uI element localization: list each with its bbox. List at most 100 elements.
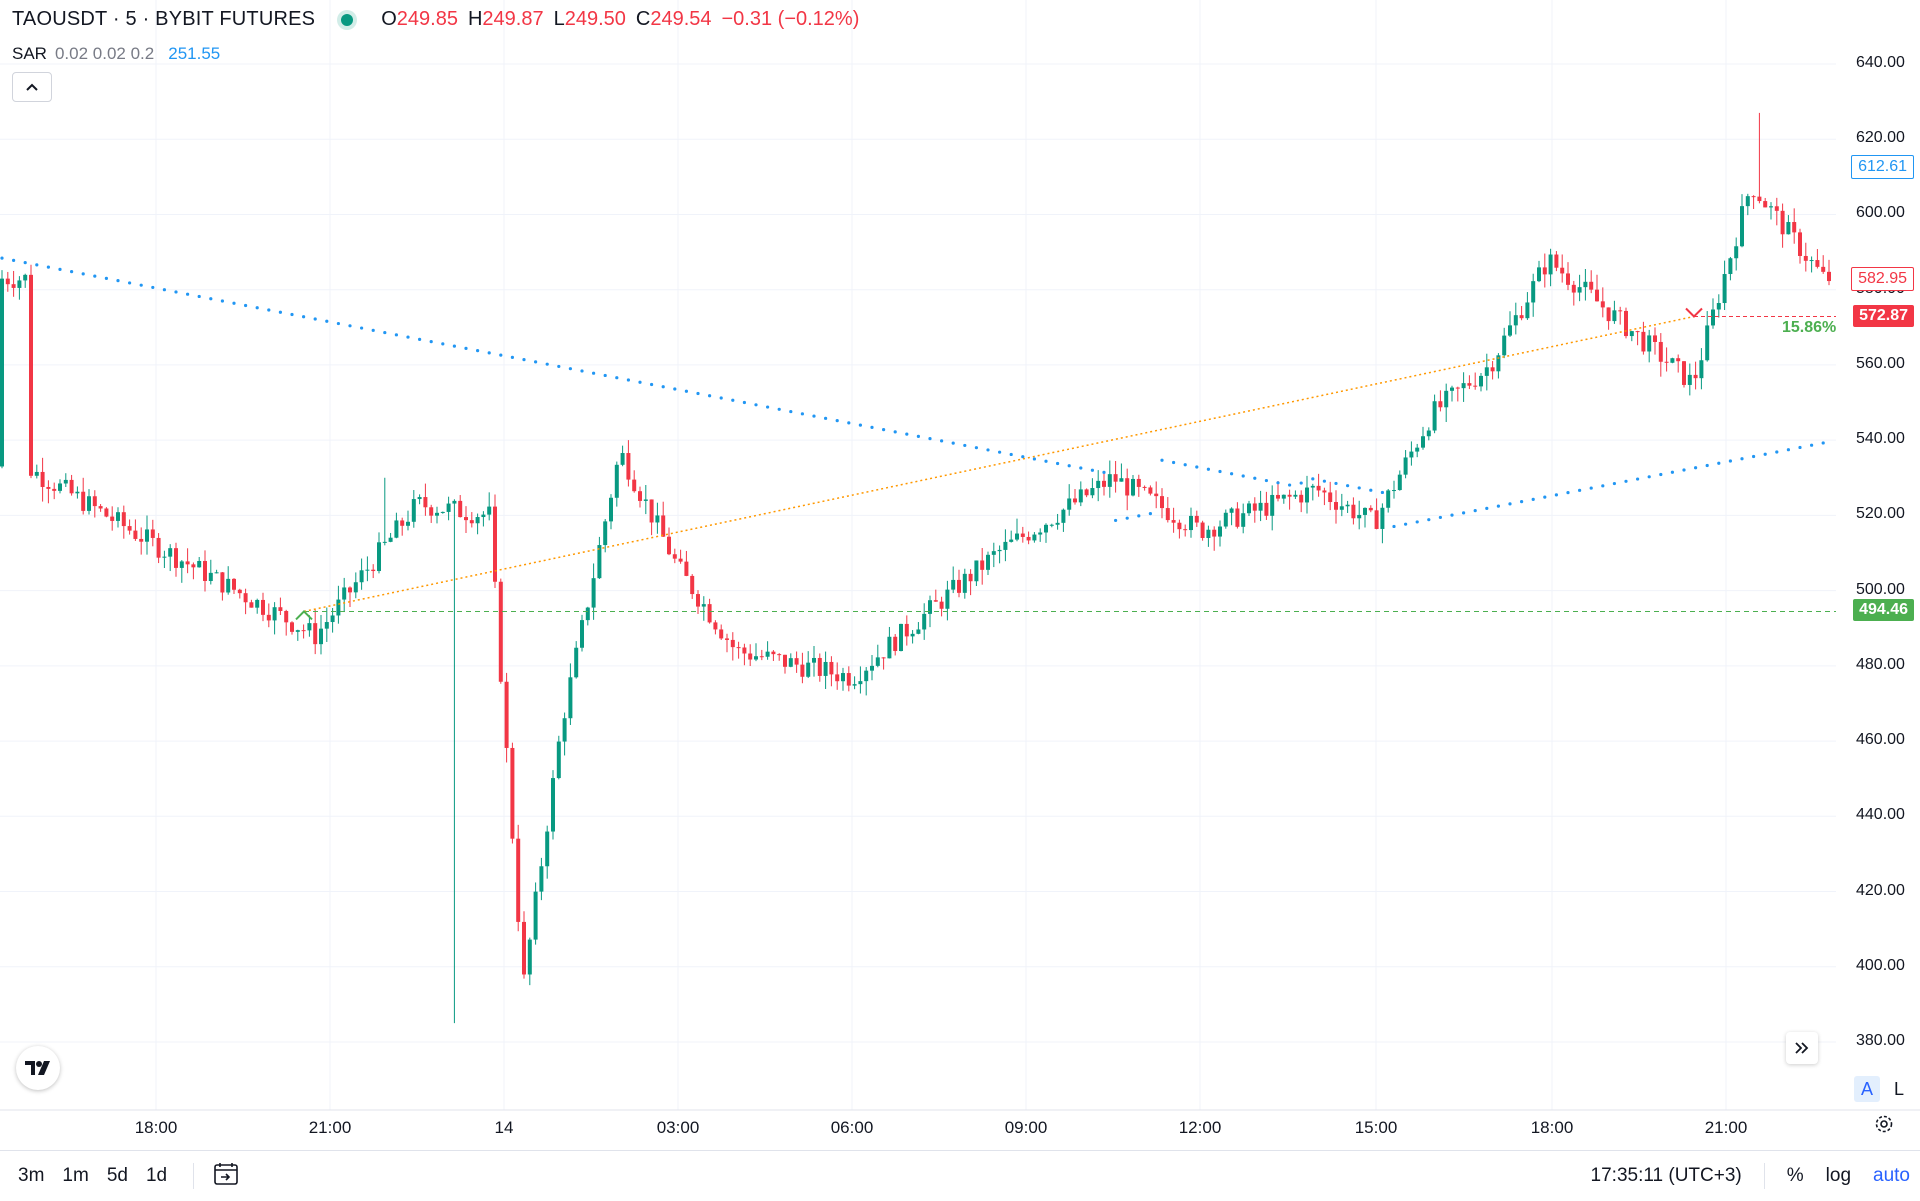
candle-body [1537, 267, 1541, 282]
candle-body [1229, 508, 1234, 513]
candle-body [603, 521, 608, 546]
sar-dot [708, 394, 712, 398]
candle-body [394, 520, 399, 538]
candle-body [1618, 310, 1623, 312]
candle-body [707, 604, 712, 623]
candle-body [336, 599, 341, 616]
candle-body [800, 664, 805, 677]
price-tick-label: 480.00 [1856, 655, 1905, 673]
sar-dot [1253, 476, 1257, 480]
open-label: O [381, 8, 397, 30]
tradingview-logo[interactable] [16, 1046, 60, 1090]
range-3m-button[interactable]: 3m [18, 1165, 45, 1186]
candle-body [1386, 490, 1391, 508]
sar-dot [1763, 452, 1767, 456]
candle-body [307, 623, 312, 631]
sar-dot [847, 421, 851, 425]
sar-dot [557, 364, 561, 369]
sar-dot [1322, 479, 1326, 483]
candle-body [1769, 206, 1773, 208]
price-tick-label: 640.00 [1856, 54, 1905, 71]
auto-scale-toggle[interactable]: auto [1873, 1165, 1910, 1186]
candle-body [1577, 287, 1582, 293]
sar-dot [1218, 469, 1222, 474]
candle-body [1479, 375, 1483, 387]
candle-body [1055, 522, 1060, 525]
candle-body [904, 623, 909, 637]
sar-dot [1183, 463, 1187, 467]
candle-body [1113, 474, 1118, 482]
log-scale-toggle-button[interactable]: L [1893, 1078, 1904, 1099]
range-5d-button[interactable]: 5d [106, 1165, 128, 1186]
candle-body [672, 554, 677, 559]
goto-date-button[interactable] [212, 1161, 240, 1192]
candle-body [52, 488, 57, 491]
candle-body [1102, 480, 1106, 487]
candle-body [1774, 206, 1779, 211]
candle-body [754, 656, 758, 660]
sar-dot [615, 376, 619, 380]
candle-body [481, 514, 486, 518]
range-1d-button[interactable]: 1d [145, 1165, 168, 1186]
sar-dot [23, 261, 27, 265]
auto-scale-button[interactable]: A [1854, 1076, 1880, 1102]
sar-dot [858, 423, 863, 427]
candle-body [1653, 335, 1657, 342]
log-scale-button[interactable]: log [1825, 1165, 1852, 1186]
candle-body [1154, 493, 1159, 497]
candle-body [324, 622, 329, 629]
candle-body [1473, 385, 1478, 387]
clock-timezone[interactable]: 17:35:11 (UTC+3) [1590, 1165, 1742, 1186]
candle-body [1502, 335, 1507, 356]
indicator-name: SAR [12, 44, 47, 63]
candle-body [1612, 310, 1617, 322]
sar-dot [452, 344, 456, 348]
candle-body [261, 599, 265, 615]
candle-body [81, 491, 86, 511]
time-tick-label: 14 [494, 1118, 514, 1137]
range-1m-button[interactable]: 1m [62, 1165, 89, 1186]
candle-body [1293, 494, 1298, 497]
chart-settings-button[interactable] [1874, 1114, 1894, 1140]
sar-dot [174, 290, 178, 294]
sar-dot [1670, 470, 1674, 474]
symbol-title[interactable]: TAOUSDT · 5 · BYBIT FUTURES [12, 8, 316, 30]
candle-body [1218, 526, 1222, 537]
candle-body [58, 483, 62, 491]
scroll-to-realtime-button[interactable] [1786, 1032, 1818, 1064]
time-tick-label: 12:00 [1178, 1118, 1222, 1137]
collapse-legend-button[interactable] [12, 72, 52, 102]
candle-body [1716, 303, 1721, 310]
candle-body [1803, 255, 1808, 261]
indicator-legend[interactable]: SAR 0.02 0.02 0.2 251.55 [12, 44, 220, 64]
sar-dot [1288, 483, 1292, 487]
sar-dot [255, 306, 259, 310]
price-chart[interactable] [0, 0, 1920, 1150]
candle-body [539, 866, 544, 892]
sar-dot [650, 382, 654, 387]
sar-dot [336, 321, 340, 326]
candle-body [1310, 485, 1315, 488]
candle-body [301, 630, 306, 632]
candle-body [1084, 489, 1089, 496]
candle-body [5, 278, 10, 285]
candle-body [1281, 494, 1286, 499]
candle-body [348, 587, 352, 593]
candle-body [156, 537, 161, 558]
candle-body [1467, 383, 1472, 386]
candle-body [232, 578, 236, 590]
sar-dot [464, 346, 468, 350]
candle-body [1693, 374, 1698, 379]
candle-body [1252, 503, 1257, 511]
sar-dot [1114, 518, 1118, 523]
sar-dot [1775, 450, 1779, 454]
sar-dot [1264, 478, 1268, 483]
candle-body [1363, 507, 1367, 515]
candle-body [887, 636, 892, 659]
candle-body [667, 536, 671, 555]
sar-dot [1508, 502, 1512, 506]
candle-body [1670, 358, 1675, 363]
sar-dot [394, 333, 398, 337]
candle-body [1461, 383, 1466, 389]
percent-scale-button[interactable]: % [1786, 1165, 1804, 1186]
